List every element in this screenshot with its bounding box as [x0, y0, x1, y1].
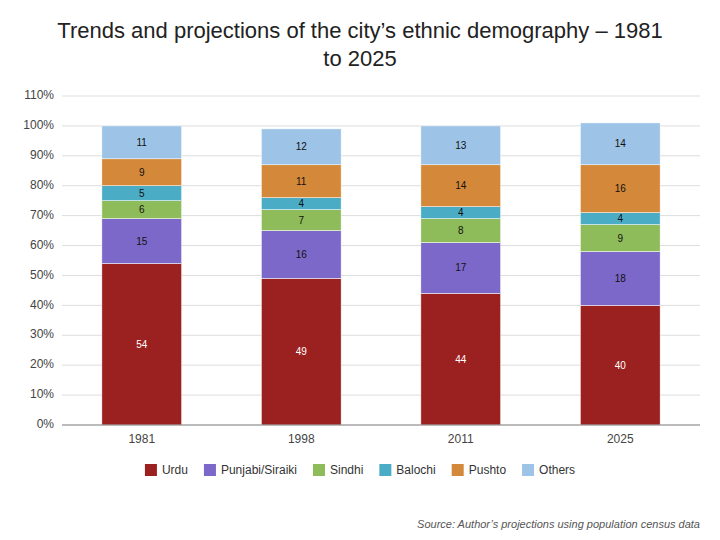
- x-axis-line: [62, 425, 700, 426]
- legend-swatch: [145, 464, 157, 476]
- data-label: 15: [136, 236, 148, 247]
- data-label: 8: [458, 225, 464, 236]
- data-label: 14: [615, 138, 627, 149]
- data-label: 13: [455, 140, 467, 151]
- legend-swatch: [522, 464, 534, 476]
- data-label: 4: [298, 198, 304, 209]
- grid-line: [62, 96, 700, 97]
- y-tick-label: 90%: [30, 148, 54, 162]
- y-tick-label: 60%: [30, 238, 54, 252]
- data-label: 7: [298, 215, 304, 226]
- bar-segment: [261, 129, 341, 165]
- bar-segment: [261, 231, 341, 279]
- y-tick-label: 70%: [30, 208, 54, 222]
- legend-swatch: [204, 464, 216, 476]
- data-labels: 544944401516171867895444911141611121314: [136, 137, 626, 371]
- grid: [62, 96, 700, 425]
- data-label: 40: [615, 360, 627, 371]
- bar-segment: [580, 213, 660, 225]
- bar-segment: [580, 252, 660, 306]
- bar-segment: [102, 219, 182, 264]
- bars: [102, 123, 660, 425]
- x-axis: 1981 1998 2011 2025: [62, 425, 700, 446]
- annotation: Source: Author’s projections using popul…: [417, 518, 700, 530]
- legend-label: Urdu: [162, 463, 188, 477]
- y-tick-label: 40%: [30, 298, 54, 312]
- bar-segment: [580, 165, 660, 213]
- data-label: 4: [458, 207, 464, 218]
- data-label: 17: [455, 262, 467, 273]
- bar-segment: [102, 201, 182, 219]
- legend-swatch: [452, 464, 464, 476]
- legend-item: Urdu: [145, 463, 188, 477]
- chart: Trends and projections of the city’s eth…: [0, 0, 720, 540]
- bar-segment: [261, 198, 341, 210]
- y-tick-label: 0%: [37, 417, 55, 431]
- y-tick-label: 110%: [24, 88, 54, 102]
- bar-segment: [580, 123, 660, 165]
- y-tick-label: 100%: [23, 118, 54, 132]
- legend-item: Others: [522, 463, 575, 477]
- data-label: 16: [615, 183, 627, 194]
- x-tick-label: 2025: [607, 432, 634, 446]
- data-label: 9: [139, 167, 145, 178]
- data-label: 12: [296, 141, 308, 152]
- legend: Urdu Punjabi/Siraiki Sindhi Balochi Pushto Ot…: [145, 463, 575, 477]
- data-label: 11: [296, 176, 307, 187]
- x-tick-label: 2011: [448, 432, 474, 446]
- y-tick-label: 30%: [30, 327, 54, 341]
- bar-segment: [421, 219, 501, 243]
- bar-segment: [421, 126, 501, 165]
- data-label: 5: [139, 188, 145, 199]
- data-label: 11: [137, 137, 148, 148]
- bar-segment: [102, 263, 182, 425]
- legend-item: Pushto: [452, 463, 507, 477]
- bar-segment: [102, 186, 182, 201]
- y-axis: 0% 10% 20% 30% 40% 50% 60% 70% 80% 90% 100% 110%: [23, 88, 54, 431]
- x-tick-label: 1981: [128, 432, 155, 446]
- title: Trends and projections of the city’s eth…: [57, 18, 662, 71]
- legend-item: Balochi: [379, 463, 435, 477]
- grid-line: [62, 425, 700, 426]
- data-label: 6: [139, 204, 145, 215]
- legend-item: Sindhi: [313, 463, 363, 477]
- data-label: 16: [296, 249, 308, 260]
- data-label: 49: [296, 346, 308, 357]
- bar-segment: [421, 243, 501, 294]
- y-tick-label: 80%: [30, 178, 54, 192]
- y-tick-label: 20%: [30, 357, 54, 371]
- legend-item: Punjabi/Siraiki: [204, 463, 297, 477]
- y-tick-label: 50%: [30, 268, 54, 282]
- x-tick-label: 1998: [288, 432, 315, 446]
- bar-segment: [261, 165, 341, 198]
- bar-segment: [580, 225, 660, 252]
- bar-segment: [580, 305, 660, 425]
- bar-segment: [261, 210, 341, 231]
- data-label: 54: [136, 339, 148, 350]
- data-label: 4: [617, 213, 623, 224]
- legend-label: Others: [539, 463, 575, 477]
- legend-label: Punjabi/Siraiki: [221, 463, 297, 477]
- legend-swatch: [379, 464, 391, 476]
- bar-segment: [102, 126, 182, 159]
- bar-segment: [421, 165, 501, 207]
- bar-segment: [261, 278, 341, 425]
- legend-label: Sindhi: [330, 463, 363, 477]
- data-label: 44: [455, 354, 467, 365]
- bar-segment: [102, 159, 182, 186]
- data-label: 18: [615, 273, 627, 284]
- legend-label: Balochi: [396, 463, 435, 477]
- legend-swatch: [313, 464, 325, 476]
- legend-label: Pushto: [469, 463, 507, 477]
- data-label: 9: [617, 233, 623, 244]
- y-tick-label: 10%: [30, 387, 54, 401]
- bar-segment: [421, 293, 501, 425]
- data-label: 14: [455, 180, 467, 191]
- bar-segment: [421, 207, 501, 219]
